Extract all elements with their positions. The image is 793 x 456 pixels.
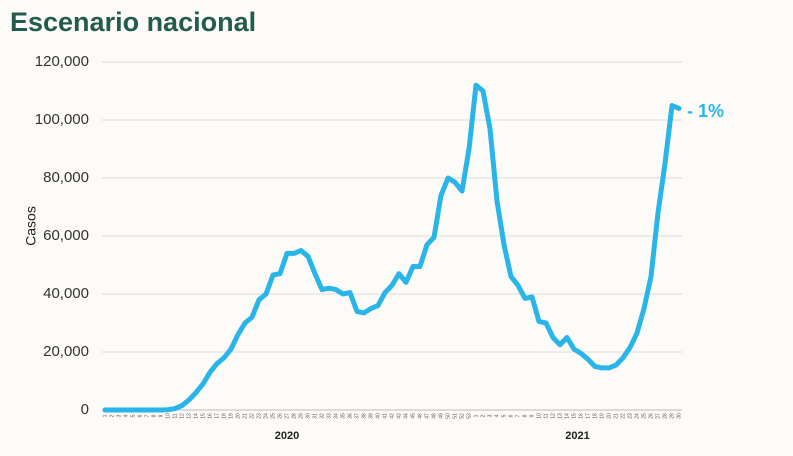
x-tick-label: 29 (669, 413, 675, 419)
x-tick-label: 18 (221, 413, 227, 419)
x-tick-label: 18 (592, 413, 598, 419)
x-tick-label: 1 (102, 414, 108, 417)
x-tick-label: 25 (641, 413, 647, 419)
x-tick-label: 49 (438, 413, 444, 419)
x-tick-label: 10 (165, 413, 171, 419)
x-tick-label: 22 (620, 413, 626, 419)
x-tick-label: 13 (557, 413, 563, 419)
x-tick-label: 11 (172, 413, 178, 418)
year-label: 2020 (275, 430, 299, 442)
x-tick-label: 17 (585, 413, 591, 419)
x-tick-label: 4 (123, 414, 129, 417)
x-tick-label: 50 (445, 413, 451, 419)
x-tick-label: 24 (634, 413, 640, 419)
x-tick-label: 16 (578, 413, 584, 419)
x-tick-label: 15 (200, 413, 206, 419)
x-tick-label: 43 (396, 413, 402, 419)
x-tick-label: 28 (291, 413, 297, 419)
x-tick-label: 21 (613, 413, 619, 419)
x-tick-label: 41 (382, 413, 388, 419)
annotation: - 1% (687, 101, 724, 121)
x-tick-label: 6 (508, 414, 514, 417)
x-tick-label: 23 (256, 413, 262, 419)
x-tick-label: 4 (494, 414, 500, 417)
x-tick-label: 3 (487, 414, 493, 417)
x-tick-label: 19 (228, 413, 234, 419)
year-label: 2021 (565, 430, 589, 442)
x-tick-label: 20 (606, 413, 612, 419)
x-tick-label: 22 (249, 413, 255, 419)
x-tick-label: 17 (214, 413, 220, 419)
x-tick-label: 7 (144, 414, 150, 417)
x-tick-label: 23 (627, 413, 633, 419)
x-tick-label: 26 (277, 413, 283, 419)
y-tick-label: 40,000 (43, 285, 89, 302)
x-tick-label: 51 (452, 413, 458, 419)
y-tick-label: 60,000 (43, 227, 89, 244)
x-tick-label: 40 (375, 413, 381, 419)
x-tick-label: 36 (347, 413, 353, 419)
x-tick-label: 11 (543, 413, 549, 418)
x-tick-label: 3 (116, 414, 122, 417)
x-tick-label: 25 (270, 413, 276, 419)
x-tick-label: 15 (571, 413, 577, 419)
x-tick-label: 30 (305, 413, 311, 419)
x-tick-label: 52 (459, 413, 465, 419)
x-tick-label: 39 (368, 413, 374, 419)
x-tick-label: 12 (179, 413, 185, 419)
x-tick-label: 24 (263, 413, 269, 419)
x-tick-label: 9 (158, 414, 164, 417)
x-tick-label: 8 (151, 414, 157, 417)
x-tick-label: 38 (361, 413, 367, 419)
x-tick-label: 6 (137, 414, 143, 417)
x-tick-label: 35 (340, 413, 346, 419)
x-tick-label: 32 (319, 413, 325, 419)
x-tick-label: 44 (403, 413, 409, 419)
y-tick-label: 80,000 (43, 169, 89, 186)
x-tick-label: 7 (515, 414, 521, 417)
x-tick-label: 20 (235, 413, 241, 419)
x-tick-label: 21 (242, 413, 248, 419)
x-tick-label: 1 (473, 414, 479, 417)
x-tick-label: 33 (326, 413, 332, 419)
x-tick-label: 2 (480, 414, 486, 417)
x-tick-label: 9 (529, 414, 535, 417)
x-tick-label: 31 (312, 413, 318, 419)
x-tick-label: 27 (284, 413, 290, 419)
y-tick-label: 20,000 (43, 343, 89, 360)
x-tick-label: 14 (564, 413, 570, 419)
x-tick-label: 14 (193, 413, 199, 419)
x-tick-label: 27 (655, 413, 661, 419)
chart-title: Escenario nacional (10, 7, 256, 37)
x-tick-label: 48 (431, 413, 437, 419)
x-tick-label: 10 (536, 413, 542, 419)
x-tick-label: 30 (676, 413, 682, 419)
x-tick-label: 5 (501, 414, 507, 417)
x-tick-label: 28 (662, 413, 668, 419)
x-tick-label: 37 (354, 413, 360, 419)
x-tick-label: 2 (109, 414, 115, 417)
x-tick-label: 16 (207, 413, 213, 419)
x-tick-label: 53 (466, 413, 472, 419)
x-tick-label: 26 (648, 413, 654, 419)
x-tick-label: 45 (410, 413, 416, 419)
x-tick-label: 12 (550, 413, 556, 419)
x-tick-label: 46 (417, 413, 423, 419)
y-tick-label: 0 (81, 401, 89, 418)
x-tick-label: 5 (130, 414, 136, 417)
y-axis-label: Casos (23, 206, 39, 246)
x-tick-label: 13 (186, 413, 192, 419)
x-tick-label: 8 (522, 414, 528, 417)
x-tick-label: 19 (599, 413, 605, 419)
y-tick-label: 100,000 (35, 111, 89, 128)
x-tick-label: 29 (298, 413, 304, 419)
y-tick-label: 120,000 (35, 53, 89, 70)
x-tick-label: 34 (333, 413, 339, 419)
x-tick-label: 42 (389, 413, 395, 419)
line-series (102, 82, 682, 413)
x-tick-label: 47 (424, 413, 430, 419)
